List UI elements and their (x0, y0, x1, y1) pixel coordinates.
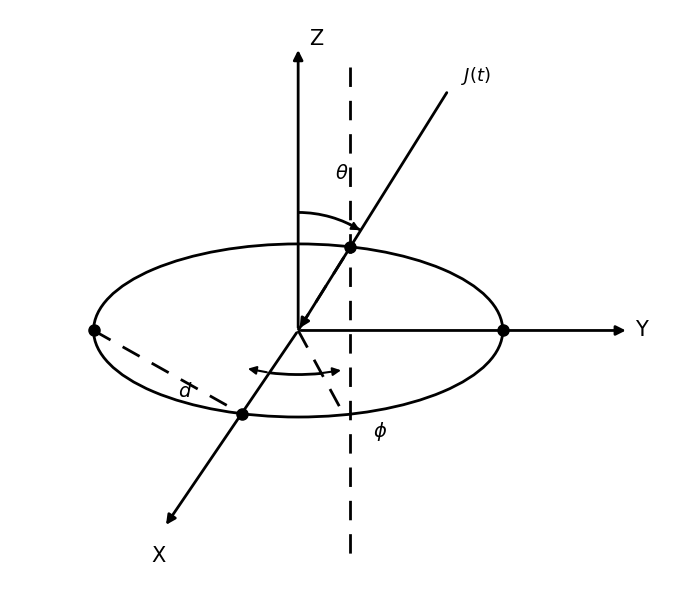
Text: Y: Y (635, 321, 648, 340)
Text: Z: Z (309, 29, 323, 50)
Text: $J(t)$: $J(t)$ (461, 65, 491, 87)
Text: $\theta$: $\theta$ (335, 164, 349, 182)
Text: $\phi$: $\phi$ (373, 420, 387, 444)
Text: X: X (151, 546, 165, 566)
Text: $d$: $d$ (178, 382, 192, 401)
